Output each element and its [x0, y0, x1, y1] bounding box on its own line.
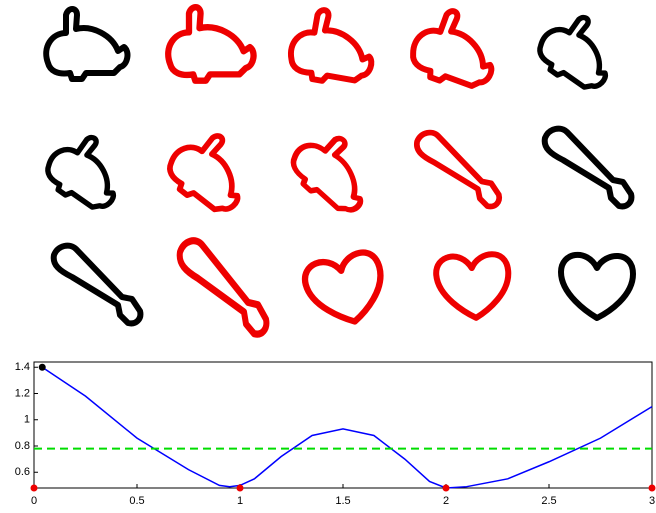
- x-tick-label: 3: [649, 495, 655, 507]
- shape: [531, 5, 627, 99]
- data-point: [443, 485, 450, 492]
- shape: [180, 241, 267, 334]
- shape-grid: [39, 3, 633, 334]
- shape: [168, 7, 253, 80]
- x-tick-label: 1.5: [335, 495, 350, 507]
- data-point: [39, 364, 46, 371]
- data-point: [237, 485, 244, 492]
- shape: [406, 3, 506, 97]
- shape: [284, 123, 384, 222]
- shape: [39, 125, 135, 219]
- y-tick-label: 0.6: [15, 466, 30, 478]
- data-point: [649, 485, 656, 492]
- shape: [417, 133, 499, 207]
- shape: [287, 6, 379, 89]
- y-tick-label: 0.8: [15, 440, 30, 452]
- y-tick-label: 1.4: [15, 361, 30, 373]
- shape: [54, 246, 141, 324]
- data-point: [31, 485, 38, 492]
- shape: [435, 252, 512, 321]
- shape: [46, 9, 127, 79]
- x-tick-label: 0: [31, 495, 37, 507]
- x-tick-label: 0.5: [129, 495, 144, 507]
- figure: 0 0.5 1 1.5 2 2.5 3 0.6 0.8 1 1.2 1.4: [0, 0, 656, 513]
- y-tick-label: 1: [24, 414, 30, 426]
- shape: [301, 248, 391, 332]
- shape: [545, 129, 632, 207]
- shape: [561, 255, 633, 318]
- x-tick-label: 2.5: [541, 495, 556, 507]
- y-tick-label: 1.2: [15, 387, 30, 399]
- plot-frame: [34, 362, 652, 488]
- x-tick-label: 1: [237, 495, 243, 507]
- shape: [160, 122, 262, 222]
- x-tick-label: 2: [443, 495, 449, 507]
